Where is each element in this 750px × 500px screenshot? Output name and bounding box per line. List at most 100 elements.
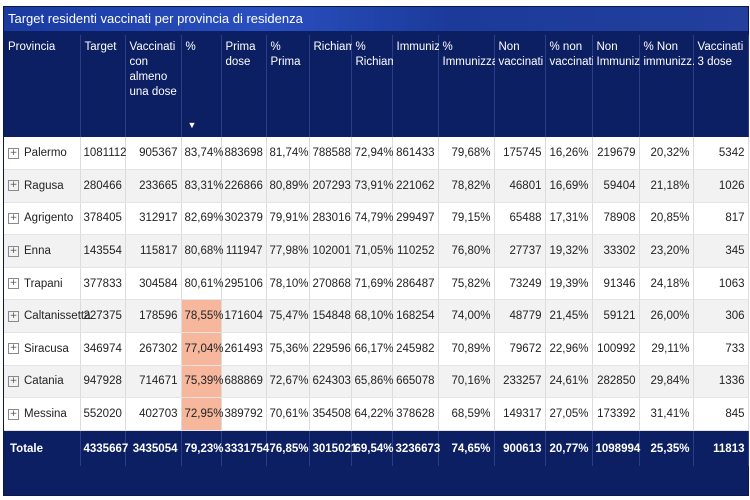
column-header[interactable]: % ▼ xyxy=(181,35,222,137)
table-cell: 77,04% xyxy=(181,332,224,366)
column-header-label: % Richiami xyxy=(355,41,400,68)
province-name: Ragusa xyxy=(24,179,64,192)
table-cell: 73249 xyxy=(494,267,546,301)
table-cell: 29,84% xyxy=(639,365,694,399)
expand-row-icon[interactable]: + xyxy=(8,310,19,322)
total-label: Totale xyxy=(4,430,81,467)
table-cell: 282850 xyxy=(592,365,640,399)
table-row[interactable]: + Ragusa 280466 233665 83,31% 226866 80,89% 207… xyxy=(4,169,749,203)
province-cell: + Enna xyxy=(4,234,81,268)
column-header-label: % non vaccinati xyxy=(549,41,595,68)
table-cell: 905367 xyxy=(125,137,182,171)
vaccination-table: Provincia Target Vaccinati con almeno una … xyxy=(4,35,749,467)
expand-row-icon[interactable]: + xyxy=(8,245,19,257)
total-cell: 76,85% xyxy=(266,430,310,467)
table-cell: 788588 xyxy=(309,137,352,171)
table-row[interactable]: + Caltanissetta 227375 178596 78,55% 171604 75… xyxy=(4,299,749,334)
table-cell: 100992 xyxy=(592,332,640,366)
table-cell: 299497 xyxy=(392,202,439,236)
sort-descending-icon[interactable]: ▼ xyxy=(187,120,197,130)
column-header[interactable]: Richiami xyxy=(309,35,358,137)
table-cell: 304584 xyxy=(125,267,182,301)
column-header[interactable]: % Richiami xyxy=(351,35,400,137)
column-header[interactable]: Non Immunizzati xyxy=(592,35,658,137)
table-cell: 31,41% xyxy=(639,397,694,431)
table-row[interactable]: + Siracusa 346974 267302 77,04% 261493 75,36% 2… xyxy=(4,332,749,366)
table-cell: 115817 xyxy=(125,234,182,268)
table-cell: 552020 xyxy=(80,397,126,431)
table-cell: 378405 xyxy=(80,202,126,236)
column-header[interactable]: % Non immunizz. xyxy=(639,35,695,137)
column-header[interactable]: Target xyxy=(80,35,126,137)
column-header[interactable]: Non vaccinati xyxy=(494,35,546,137)
expand-row-icon[interactable]: + xyxy=(8,212,19,224)
total-cell: 20,77% xyxy=(545,430,593,467)
table-row[interactable]: + Palermo 1081112 905367 83,74% 883698 81,74% 7… xyxy=(4,137,749,171)
table-cell: 102001 xyxy=(309,234,352,268)
table-cell: 883698 xyxy=(221,137,267,171)
province-cell: + Ragusa xyxy=(4,169,81,203)
table-cell: 27737 xyxy=(494,234,546,268)
column-header-label: Vaccinati con almeno una dose xyxy=(129,41,177,98)
column-header[interactable]: Provincia xyxy=(4,35,81,137)
table-cell: 312917 xyxy=(125,202,182,236)
table-cell: 26,00% xyxy=(639,299,694,334)
column-header[interactable]: Prima dose xyxy=(221,35,267,137)
table-cell: 207293 xyxy=(309,169,352,203)
province-name: Messina xyxy=(24,408,67,421)
table-cell: 295106 xyxy=(221,267,267,301)
table-cell: 173392 xyxy=(592,397,640,431)
table-row[interactable]: + Enna 143554 115817 80,68% 111947 77,98% 10200… xyxy=(4,234,749,268)
table-row[interactable]: + Agrigento 378405 312917 82,69% 302379 79,91%… xyxy=(4,202,749,236)
table-cell: 71,69% xyxy=(351,267,394,301)
expand-row-icon[interactable]: + xyxy=(8,278,19,290)
table-cell: 280466 xyxy=(80,169,126,203)
total-cell: 69,54% xyxy=(351,430,394,467)
expand-row-icon[interactable]: + xyxy=(8,180,19,192)
table-cell: 75,82% xyxy=(438,267,495,301)
column-header[interactable]: Immunizzati xyxy=(392,35,458,137)
table-cell: 168254 xyxy=(392,299,439,334)
province-name: Siracusa xyxy=(24,342,69,355)
column-header[interactable]: % Prima xyxy=(266,35,310,137)
table-cell: 68,10% xyxy=(351,299,394,334)
table-cell: 19,39% xyxy=(545,267,593,301)
table-cell: 221062 xyxy=(392,169,439,203)
total-cell: 3331754 xyxy=(221,430,269,467)
total-cell: 25,35% xyxy=(639,430,694,467)
expand-row-icon[interactable]: + xyxy=(8,147,19,159)
table-cell: 59121 xyxy=(592,299,640,334)
column-header[interactable]: Vaccinati con almeno una dose xyxy=(125,35,182,137)
province-cell: + Caltanissetta xyxy=(4,299,90,334)
table-cell: 267302 xyxy=(125,332,182,366)
province-name: Palermo xyxy=(24,147,67,160)
table-cell: 19,32% xyxy=(545,234,593,268)
table-cell: 79,15% xyxy=(438,202,495,236)
table-cell: 16,26% xyxy=(545,137,593,171)
table-cell: 21,45% xyxy=(545,299,593,334)
province-cell: + Palermo xyxy=(4,137,81,171)
table-row[interactable]: + Trapani 377833 304584 80,61% 295106 78,10% 27… xyxy=(4,267,749,301)
expand-row-icon[interactable]: + xyxy=(8,375,19,387)
expand-row-icon[interactable]: + xyxy=(8,343,19,355)
column-header[interactable]: % non vaccinati xyxy=(545,35,595,137)
table-row[interactable]: + Catania 947928 714671 75,39% 688869 72,67% 62… xyxy=(4,365,749,399)
column-header-label: Target xyxy=(84,41,117,53)
table-cell: 70,61% xyxy=(266,397,310,431)
table-row[interactable]: + Messina 552020 402703 72,95% 389792 70,61% 35… xyxy=(4,397,749,431)
column-header[interactable]: Vaccinati 3 dose xyxy=(693,35,749,137)
total-cell: 3435054 xyxy=(125,430,182,467)
table-title: Target residenti vaccinati per provincia… xyxy=(4,7,748,31)
province-name: Agrigento xyxy=(24,212,74,225)
column-header[interactable]: % Immunizzati xyxy=(438,35,504,137)
table-cell: 733 xyxy=(693,332,749,366)
table-cell: 233665 xyxy=(125,169,182,203)
table-cell: 83,74% xyxy=(181,137,224,171)
table-cell: 306 xyxy=(693,299,749,334)
column-header-label: % Immunizzati xyxy=(442,41,504,68)
expand-row-icon[interactable]: + xyxy=(8,408,19,420)
table-cell: 261493 xyxy=(221,332,267,366)
table-cell: 75,47% xyxy=(266,299,310,334)
table-cell: 861433 xyxy=(392,137,439,171)
table-cell: 66,17% xyxy=(351,332,394,366)
